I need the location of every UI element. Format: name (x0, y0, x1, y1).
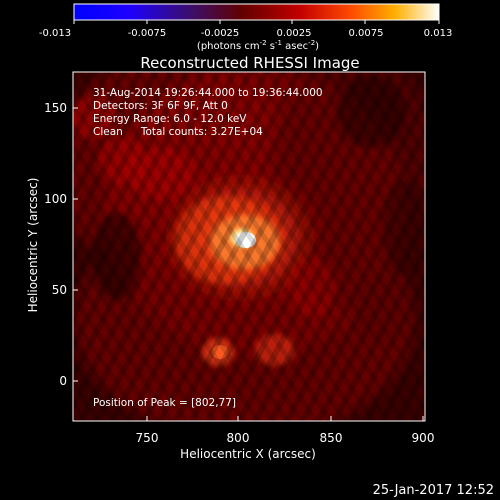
colorbar-tick-label: -0.013 (39, 28, 71, 39)
ripple-overlay (73, 72, 425, 421)
y-axis-tick-label: 150 (44, 101, 67, 115)
y-axis-tick-label: 0 (59, 374, 67, 388)
annotation-line: Clean Total counts: 3.27E+04 (93, 126, 263, 138)
x-axis-tick-label: 750 (136, 431, 159, 445)
image-field: 31-Aug-2014 19:26:44.000 to 19:36:44.000… (73, 72, 425, 421)
x-axis: 750 800 850 900 Heliocentric X (arcsec) (136, 416, 435, 461)
colorbar-units: (photons cm-2 s-1 asec-2) (197, 39, 319, 52)
x-axis-label: Heliocentric X (arcsec) (180, 447, 316, 461)
peak-position-label: Position of Peak = [802,77] (93, 397, 236, 409)
x-axis-tick-label: 900 (412, 431, 435, 445)
plot-frame (72, 71, 426, 422)
annotation-block: 31-Aug-2014 19:26:44.000 to 19:36:44.000… (93, 87, 323, 138)
colorbar-gradient (74, 4, 439, 20)
figure-title: Reconstructed RHESSI Image (140, 54, 359, 72)
render-timestamp: 25-Jan-2017 12:52 (373, 483, 494, 498)
annotation-line: Energy Range: 6.0 - 12.0 keV (93, 113, 247, 125)
x-axis-tick-label: 850 (320, 431, 343, 445)
y-axis: 0 50 100 150 Heliocentric Y (arcsec) (26, 101, 78, 388)
colorbar-frame (73, 3, 440, 21)
colorbar-tick-label: -0.0075 (128, 28, 167, 39)
colorbar-tick-label: 0.0075 (349, 28, 384, 39)
annotation-line: 31-Aug-2014 19:26:44.000 to 19:36:44.000 (93, 87, 323, 99)
colorbar: -0.013 -0.0075 -0.0025 0.0025 0.0075 0.0… (39, 3, 453, 52)
x-axis-tick-label: 800 (227, 431, 250, 445)
y-axis-tick-label: 50 (52, 283, 67, 297)
y-axis-tick-label: 100 (44, 192, 67, 206)
y-axis-label: Heliocentric Y (arcsec) (26, 178, 40, 313)
colorbar-tick-label: -0.0025 (201, 28, 240, 39)
colorbar-tick-label: 0.013 (424, 28, 453, 39)
annotation-line: Detectors: 3F 6F 9F, Att 0 (93, 100, 228, 112)
colorbar-tick-label: 0.0025 (277, 28, 312, 39)
